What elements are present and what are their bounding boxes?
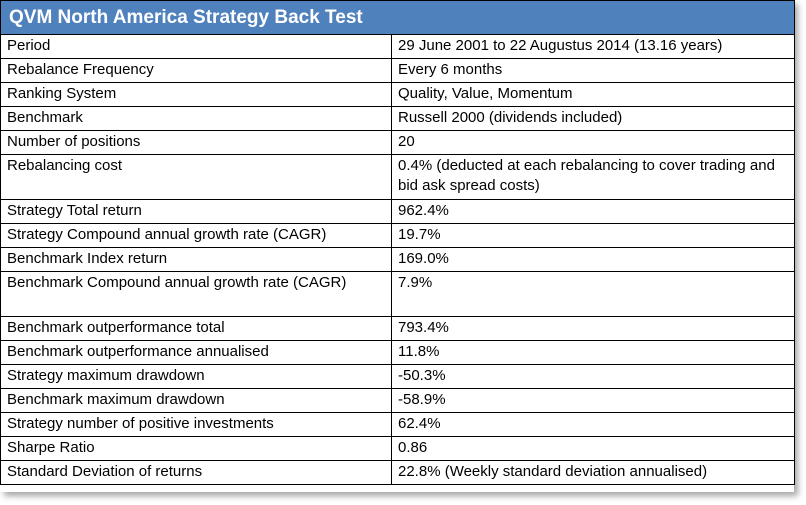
table-row: Ranking System Quality, Value, Momentum [0, 82, 795, 107]
row-value: 0.86 [391, 436, 795, 461]
row-value: 962.4% [391, 199, 795, 224]
table-row: Strategy number of positive investments … [0, 412, 795, 437]
row-value: 11.8% [391, 340, 795, 365]
table-row: Standard Deviation of returns 22.8% (Wee… [0, 460, 795, 485]
backtest-table: QVM North America Strategy Back Test Per… [0, 0, 795, 485]
table-row: Strategy maximum drawdown -50.3% [0, 364, 795, 389]
row-value: Quality, Value, Momentum [391, 82, 795, 107]
row-value: 19.7% [391, 223, 795, 248]
table-row: Period 29 June 2001 to 22 Augustus 2014 … [0, 34, 795, 59]
row-value: 22.8% (Weekly standard deviation annuali… [391, 460, 795, 485]
table-row: Rebalancing cost 0.4% (deducted at each … [0, 154, 795, 200]
row-label: Rebalancing cost [0, 154, 392, 200]
row-value: 0.4% (deducted at each rebalancing to co… [391, 154, 795, 200]
table-row: Strategy Compound annual growth rate (CA… [0, 223, 795, 248]
row-value: -58.9% [391, 388, 795, 413]
row-value: 62.4% [391, 412, 795, 437]
row-value: Russell 2000 (dividends included) [391, 106, 795, 131]
row-label: Period [0, 34, 392, 59]
row-label: Benchmark outperformance annualised [0, 340, 392, 365]
row-label: Standard Deviation of returns [0, 460, 392, 485]
table-title-row: QVM North America Strategy Back Test [0, 0, 795, 35]
row-label: Sharpe Ratio [0, 436, 392, 461]
row-value: 793.4% [391, 316, 795, 341]
table-row: Number of positions 20 [0, 130, 795, 155]
table-row: Benchmark Index return 169.0% [0, 247, 795, 272]
row-label: Strategy Compound annual growth rate (CA… [0, 223, 392, 248]
row-value: 29 June 2001 to 22 Augustus 2014 (13.16 … [391, 34, 795, 59]
table-title: QVM North America Strategy Back Test [0, 0, 795, 35]
table-row: Sharpe Ratio 0.86 [0, 436, 795, 461]
row-label: Benchmark maximum drawdown [0, 388, 392, 413]
table-row: Strategy Total return 962.4% [0, 199, 795, 224]
table-row: Benchmark Compound annual growth rate (C… [0, 271, 795, 317]
table-row: Benchmark maximum drawdown -58.9% [0, 388, 795, 413]
row-label: Number of positions [0, 130, 392, 155]
table-row: Benchmark outperformance annualised 11.8… [0, 340, 795, 365]
table-row: Rebalance Frequency Every 6 months [0, 58, 795, 83]
row-label: Strategy Total return [0, 199, 392, 224]
row-value: 169.0% [391, 247, 795, 272]
row-label: Benchmark [0, 106, 392, 131]
row-label: Benchmark outperformance total [0, 316, 392, 341]
row-label: Benchmark Compound annual growth rate (C… [0, 271, 392, 317]
row-label: Ranking System [0, 82, 392, 107]
row-label: Benchmark Index return [0, 247, 392, 272]
row-label: Strategy number of positive investments [0, 412, 392, 437]
backtest-table-frame: QVM North America Strategy Back Test Per… [0, 0, 795, 485]
table-row: Benchmark Russell 2000 (dividends includ… [0, 106, 795, 131]
table-row: Benchmark outperformance total 793.4% [0, 316, 795, 341]
row-value: 20 [391, 130, 795, 155]
row-value: 7.9% [391, 271, 795, 317]
row-label: Rebalance Frequency [0, 58, 392, 83]
row-value: Every 6 months [391, 58, 795, 83]
row-value: -50.3% [391, 364, 795, 389]
row-label: Strategy maximum drawdown [0, 364, 392, 389]
